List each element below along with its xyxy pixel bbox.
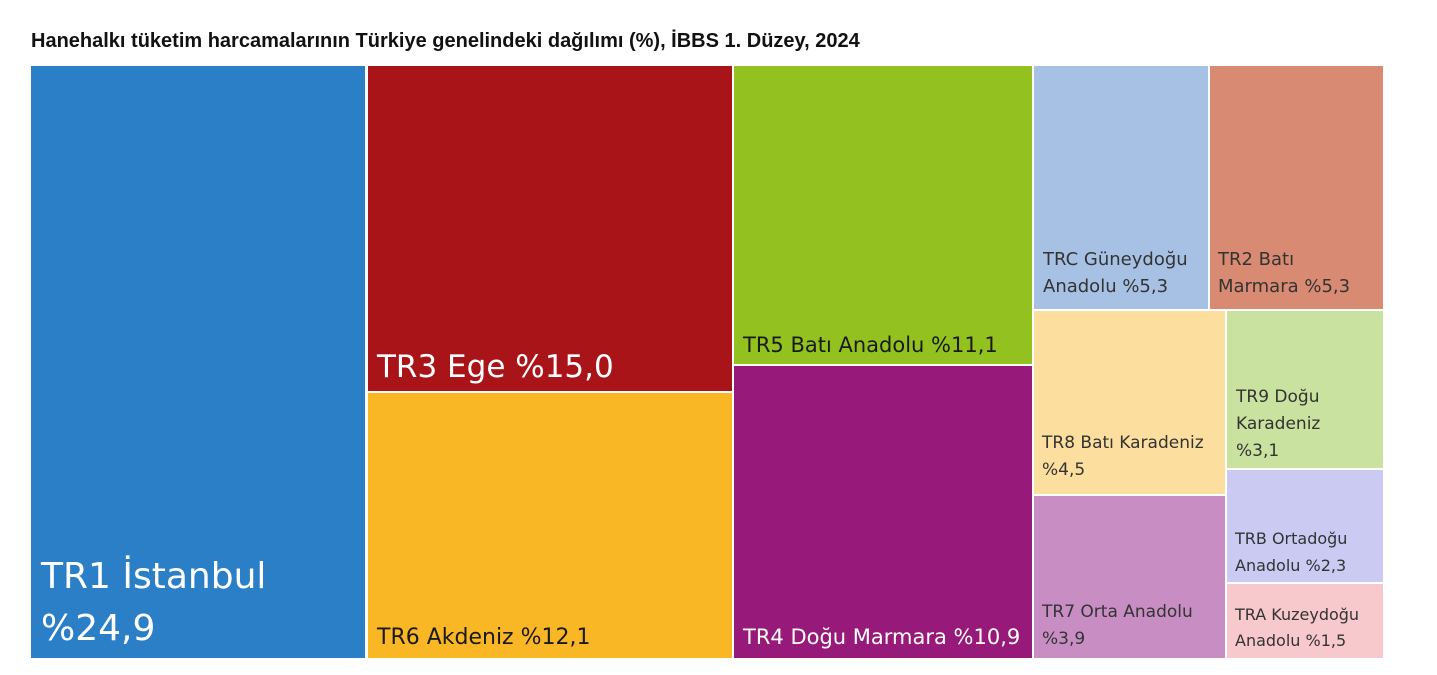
- treemap-label-tra-line-1: TRA Kuzeydoğu: [1234, 605, 1359, 624]
- treemap-label-tr8-line-1: TR8 Batı Karadeniz: [1041, 433, 1204, 453]
- treemap-label-tr7-line-2: %3,9: [1042, 629, 1085, 649]
- treemap-label-tra-line-2: Anadolu %1,5: [1235, 631, 1346, 650]
- treemap-label-tr1-line-1: TR1 İstanbul: [40, 555, 266, 597]
- treemap-rect-tr6: [368, 393, 732, 658]
- treemap-tile-tr8: TR8 Batı Karadeniz %4,5: [1034, 311, 1225, 494]
- treemap-rect-tr1: [31, 66, 365, 658]
- treemap-label-trb-line-1: TRB Ortadoğu: [1234, 529, 1347, 548]
- treemap-tile-tr9: TR9 Doğu Karadeniz %3,1: [1227, 311, 1383, 468]
- treemap-tile-tr4: TR4 Doğu Marmara %10,9: [734, 366, 1032, 658]
- treemap-label-tr9-line-3: %3,1: [1236, 441, 1279, 461]
- treemap-rect-tr7: [1034, 496, 1225, 658]
- treemap-tile-tr7: TR7 Orta Anadolu %3,9: [1034, 496, 1225, 658]
- treemap-rect-tr3: [368, 66, 732, 391]
- treemap-label-tr2-line-1: TR2 Batı: [1217, 249, 1294, 270]
- treemap-tile-tr1: TR1 İstanbul %24,9: [31, 66, 365, 658]
- treemap-label-tr4-line-1: TR4 Doğu Marmara %10,9: [742, 625, 1020, 649]
- treemap-tile-trb: TRB Ortadoğu Anadolu %2,3: [1227, 470, 1383, 582]
- treemap-tile-tr5: TR5 Batı Anadolu %11,1: [734, 66, 1032, 364]
- treemap-label-tr1-line-2: %24,9: [41, 608, 155, 649]
- treemap-label-trb-line-2: Anadolu %2,3: [1235, 556, 1346, 575]
- treemap-tile-tr6: TR6 Akdeniz %12,1: [368, 393, 732, 658]
- treemap-label-tr9-line-2: Karadeniz: [1236, 414, 1320, 434]
- treemap-label-trc-line-1: TRC Güneydoğu: [1042, 249, 1188, 270]
- treemap-tile-tra: TRA Kuzeydoğu Anadolu %1,5: [1227, 584, 1383, 658]
- treemap-label-trc-line-2: Anadolu %5,3: [1043, 276, 1168, 297]
- treemap-rect-tr5: [734, 66, 1032, 364]
- treemap-label-tr9-line-1: TR9 Doğu: [1235, 387, 1319, 407]
- treemap-tile-tr3: TR3 Ege %15,0: [368, 66, 732, 391]
- treemap-rect-tra: [1227, 584, 1383, 658]
- treemap-label-tr8-line-2: %4,5: [1042, 460, 1085, 480]
- treemap-label-tr7-line-1: TR7 Orta Anadolu: [1041, 602, 1193, 622]
- treemap-label-tr2-line-2: Marmara %5,3: [1218, 276, 1350, 297]
- treemap-label-tr6-line-1: TR6 Akdeniz %12,1: [376, 625, 591, 650]
- treemap-rect-tr9: [1227, 311, 1383, 468]
- treemap-rect-trb: [1227, 470, 1383, 582]
- treemap-label-tr5-line-1: TR5 Batı Anadolu %11,1: [742, 333, 998, 357]
- treemap-rect-tr8: [1034, 311, 1225, 494]
- treemap-rect-tr4: [734, 366, 1032, 658]
- treemap-rect-tr2: [1210, 66, 1383, 309]
- treemap-label-tr3-line-1: TR3 Ege %15,0: [376, 349, 614, 385]
- treemap-tile-tr2: TR2 Batı Marmara %5,3: [1210, 66, 1383, 309]
- treemap-tile-trc: TRC Güneydoğu Anadolu %5,3: [1034, 66, 1208, 309]
- chart-title: Hanehalkı tüketim harcamalarının Türkiye…: [31, 30, 860, 52]
- treemap-rect-trc: [1034, 66, 1208, 309]
